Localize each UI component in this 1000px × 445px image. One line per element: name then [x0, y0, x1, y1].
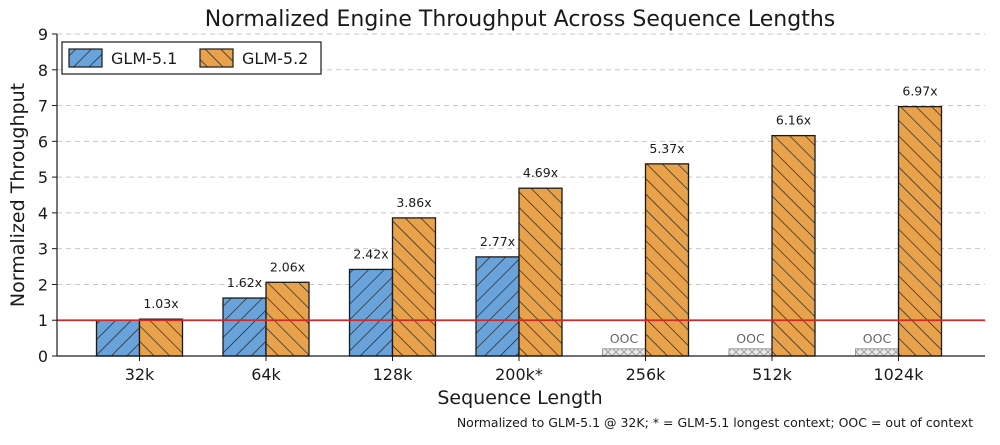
- data-labels-group: 1.03x 1.62x 2.06x 2.42x 3.86x 2.77x 4.69x OOC 5.…: [143, 84, 937, 346]
- legend-swatch-hatch: [68, 48, 103, 68]
- y-tick-label: 8: [38, 61, 48, 80]
- tick-labels-group: 32k 64k 128k 200k* 256k 512k 1024k 0 1 2 3 4 5 6 7 8 9: [38, 25, 924, 384]
- bar-hatch: [644, 163, 690, 357]
- x-axis-label: Sequence Length: [437, 387, 602, 409]
- data-label: 3.86x: [396, 195, 431, 210]
- x-tick-label: 1024k: [874, 365, 925, 384]
- bar-hatch: [897, 105, 943, 357]
- data-label: 5.37x: [649, 141, 684, 156]
- data-label: 2.06x: [270, 259, 305, 274]
- legend-label: GLM-5.1: [111, 49, 177, 68]
- bar-hatch: [138, 318, 184, 357]
- bar-hatch: [348, 268, 394, 357]
- legend: GLM-5.1 GLM-5.2: [61, 41, 322, 75]
- ooc-bar-hatch: [729, 348, 772, 356]
- bar-hatch: [771, 134, 816, 357]
- y-tick-label: 1: [38, 311, 48, 330]
- axes-group: [56, 34, 985, 357]
- ooc-label: OOC: [863, 331, 892, 346]
- x-tick-label: 32k: [125, 365, 155, 384]
- y-tick-label: 6: [38, 132, 48, 151]
- y-tick-label: 0: [38, 347, 48, 366]
- bar-hatch: [95, 319, 141, 357]
- y-tick-label: 3: [38, 240, 48, 259]
- data-label: 1.03x: [143, 296, 178, 311]
- legend-swatch-hatch: [199, 48, 234, 68]
- bar-hatch: [518, 187, 563, 357]
- ooc-bar-hatch: [855, 348, 899, 356]
- ooc-bar-hatch: [602, 348, 646, 356]
- x-tick-label: 200k*: [495, 365, 543, 384]
- data-label: 2.42x: [353, 246, 388, 261]
- bar-hatch: [265, 281, 310, 357]
- ooc-label: OOC: [736, 331, 765, 346]
- x-tick-label: 128k: [373, 365, 414, 384]
- bar-hatch: [391, 217, 437, 357]
- data-label: 6.97x: [902, 84, 937, 99]
- footnote: Normalized to GLM-5.1 @ 32K; * = GLM-5.1…: [457, 415, 973, 430]
- y-tick-label: 2: [38, 275, 48, 294]
- y-tick-label: 4: [38, 204, 48, 223]
- ooc-label: OOC: [610, 331, 639, 346]
- chart-title: Normalized Engine Throughput Across Sequ…: [205, 7, 835, 32]
- x-tick-label: 256k: [626, 365, 667, 384]
- x-tick-label: 512k: [752, 365, 793, 384]
- data-label: 1.62x: [227, 275, 262, 290]
- data-label: 2.77x: [480, 234, 515, 249]
- legend-box: [61, 41, 322, 75]
- y-tick-label: 5: [38, 168, 48, 187]
- x-tick-label: 64k: [251, 365, 281, 384]
- data-label: 4.69x: [523, 165, 558, 180]
- data-label: 6.16x: [776, 113, 811, 128]
- bars-group: [95, 105, 943, 357]
- legend-label: GLM-5.2: [242, 49, 308, 68]
- bar-hatch: [475, 256, 520, 357]
- bar-hatch: [222, 297, 267, 357]
- y-tick-label: 9: [38, 25, 48, 44]
- y-axis-label: Normalized Throughput: [7, 83, 29, 307]
- y-tick-label: 7: [38, 97, 48, 116]
